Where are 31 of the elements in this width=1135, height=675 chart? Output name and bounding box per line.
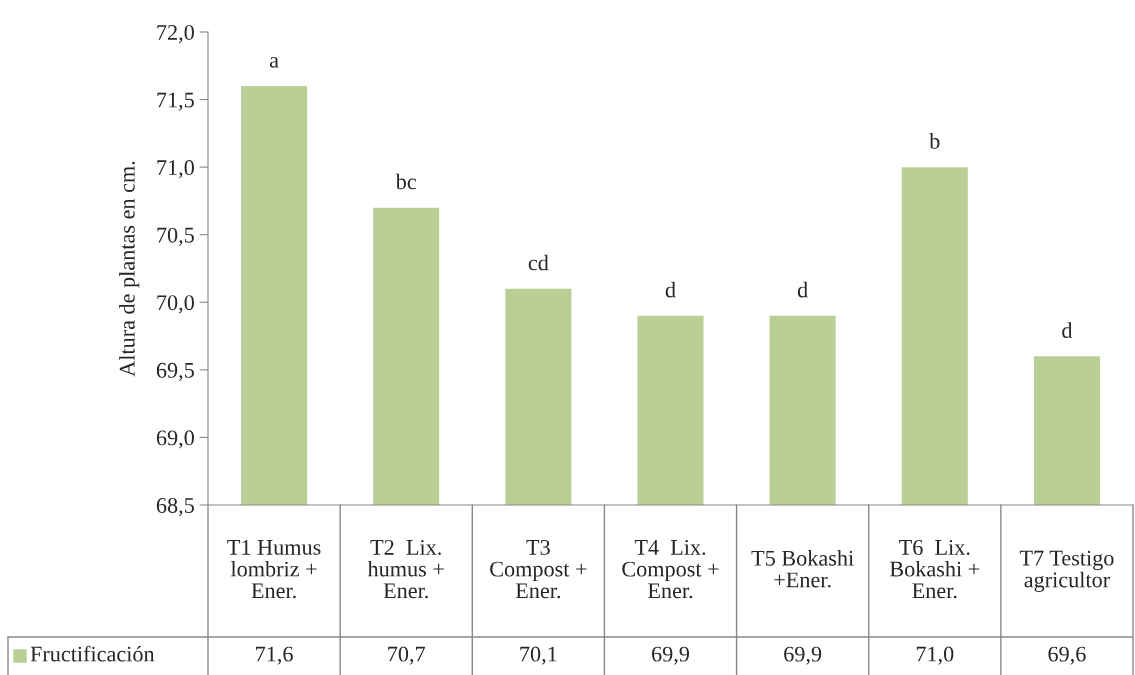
data-label: 71,6 [256,646,293,665]
x-tick-label: T4 Lix. Compost + Ener. [622,539,719,599]
y-tick-label: 70,0 [157,295,194,314]
annotation: cd [528,254,549,271]
y-axis-title: Altura de plantas en cm. [119,161,140,377]
x-tick-label: T7 Testigo agricultor [1019,550,1114,592]
data-label: 70,1 [520,646,557,665]
data-label: 69,9 [784,646,822,665]
data-label: 69,6 [1048,646,1086,665]
annotation: d [797,281,808,298]
y-tick-label: 71,0 [157,160,194,179]
x-tick-label: T6 Lix. Bokashi + Ener. [889,539,980,599]
data-label: 71,0 [916,646,954,665]
x-tick-label: T1 Humus lombriz + Ener. [227,539,321,599]
y-tick-label: 69,5 [156,362,194,381]
y-tick-label: 68,5 [156,497,194,517]
legend-label: Fructificación [30,645,155,662]
y-tick-label: 70,5 [157,227,194,246]
annotation: a [269,57,279,68]
y-tick-label: 72,0 [157,24,194,44]
data-label: 69,9 [652,646,690,665]
x-tick-label: T3 Compost + Ener. [490,539,587,599]
x-tick-label: T2 Lix. humus + Ener. [367,539,444,599]
y-tick-label: 69,0 [156,430,194,449]
annotation: d [1062,322,1073,338]
x-tick-label: T5 Bokashi +Ener. [751,550,854,588]
annotation: b [929,133,940,149]
annotation: d [665,281,676,298]
data-label: 70,7 [388,646,426,665]
annotation: bc [395,173,417,190]
y-tick-label: 71,5 [157,92,194,111]
